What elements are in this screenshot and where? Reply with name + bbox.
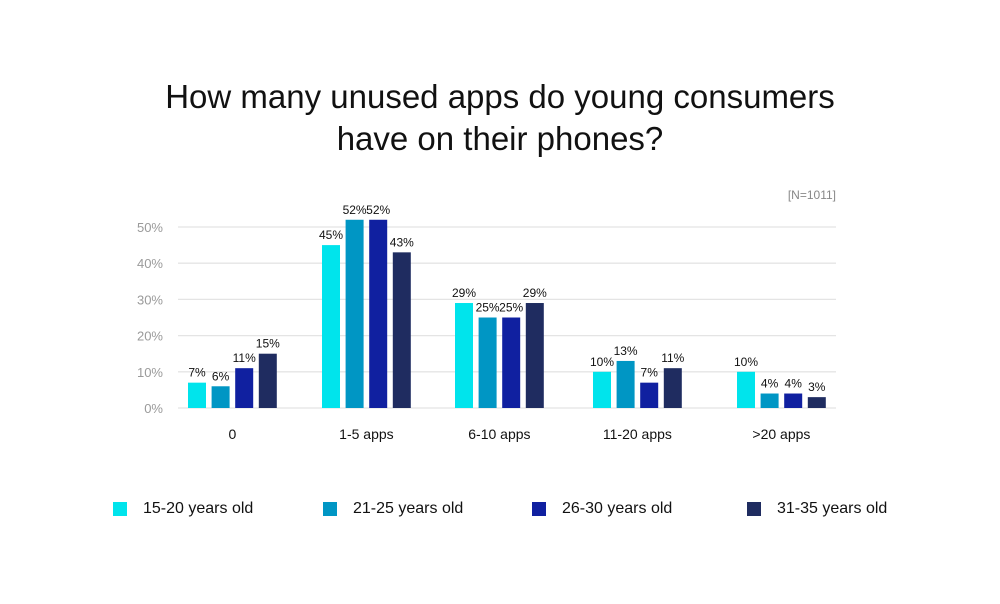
x-tick-label: 0 <box>229 426 237 442</box>
x-tick-label: 1-5 apps <box>339 426 393 442</box>
legend-label: 21-25 years old <box>353 500 464 517</box>
bar <box>322 245 340 408</box>
bar <box>455 303 473 408</box>
sample-size-note: [N=1011] <box>788 188 836 202</box>
bar <box>211 386 230 408</box>
data-label: 43% <box>390 235 414 249</box>
legend-label: 31-35 years old <box>777 500 888 517</box>
bar <box>760 393 779 408</box>
legend-swatch <box>113 502 127 516</box>
legend-label: 15-20 years old <box>143 500 254 517</box>
bar <box>593 371 611 408</box>
y-tick-label: 40% <box>137 256 163 271</box>
y-tick-label: 30% <box>137 292 163 307</box>
bar <box>640 382 659 408</box>
data-label: 13% <box>614 344 638 358</box>
bar <box>502 317 521 408</box>
legend-swatch <box>532 502 546 516</box>
data-label: 29% <box>523 286 547 300</box>
data-label: 11% <box>661 351 684 365</box>
data-label: 52% <box>343 203 367 217</box>
data-label: 3% <box>808 380 826 394</box>
chart-title-line-2: have on their phones? <box>336 120 664 157</box>
legend-swatch <box>747 502 761 516</box>
bar <box>369 219 388 408</box>
data-label: 10% <box>590 355 614 369</box>
data-label: 7% <box>188 366 206 380</box>
legend: 15-20 years old 21-25 years old 26-30 year… <box>0 500 1000 524</box>
bar <box>345 219 364 408</box>
bar <box>392 252 411 408</box>
legend-item: 31-35 years old <box>747 500 887 518</box>
bar <box>258 353 277 408</box>
bar <box>807 397 826 408</box>
legend-item: 26-30 years old <box>532 500 672 518</box>
bar <box>235 368 254 408</box>
data-label: 4% <box>761 377 779 391</box>
x-tick-label: 11-20 apps <box>603 426 672 442</box>
data-label: 7% <box>641 366 659 380</box>
y-tick-label: 20% <box>137 329 163 344</box>
bar <box>784 393 803 408</box>
data-label: 6% <box>212 369 230 383</box>
legend-item: 15-20 years old <box>113 500 253 518</box>
data-label: 4% <box>785 377 803 391</box>
data-label: 25% <box>499 301 523 315</box>
data-label: 52% <box>366 203 390 217</box>
bar <box>525 303 544 408</box>
chart-title-line-1: How many unused apps do young consumers <box>165 78 835 115</box>
legend-swatch <box>323 502 337 516</box>
legend-item: 21-25 years old <box>323 500 463 518</box>
data-label: 29% <box>452 286 476 300</box>
y-tick-label: 10% <box>137 365 163 380</box>
chart-title: How many unused apps do young consumers … <box>0 76 1000 160</box>
data-label: 10% <box>734 355 758 369</box>
data-label: 25% <box>476 301 500 315</box>
x-tick-label: >20 apps <box>752 426 810 442</box>
data-label: 45% <box>319 228 343 242</box>
data-label: 11% <box>233 351 256 365</box>
x-tick-label: 6-10 apps <box>468 426 530 442</box>
bar <box>188 382 206 408</box>
y-tick-label: 0% <box>144 401 163 416</box>
bar <box>737 371 755 408</box>
legend-label: 26-30 years old <box>562 500 673 517</box>
data-label: 15% <box>256 337 280 351</box>
bar <box>616 360 635 408</box>
bar <box>478 317 497 408</box>
y-tick-label: 50% <box>137 220 163 235</box>
bar <box>663 368 682 408</box>
